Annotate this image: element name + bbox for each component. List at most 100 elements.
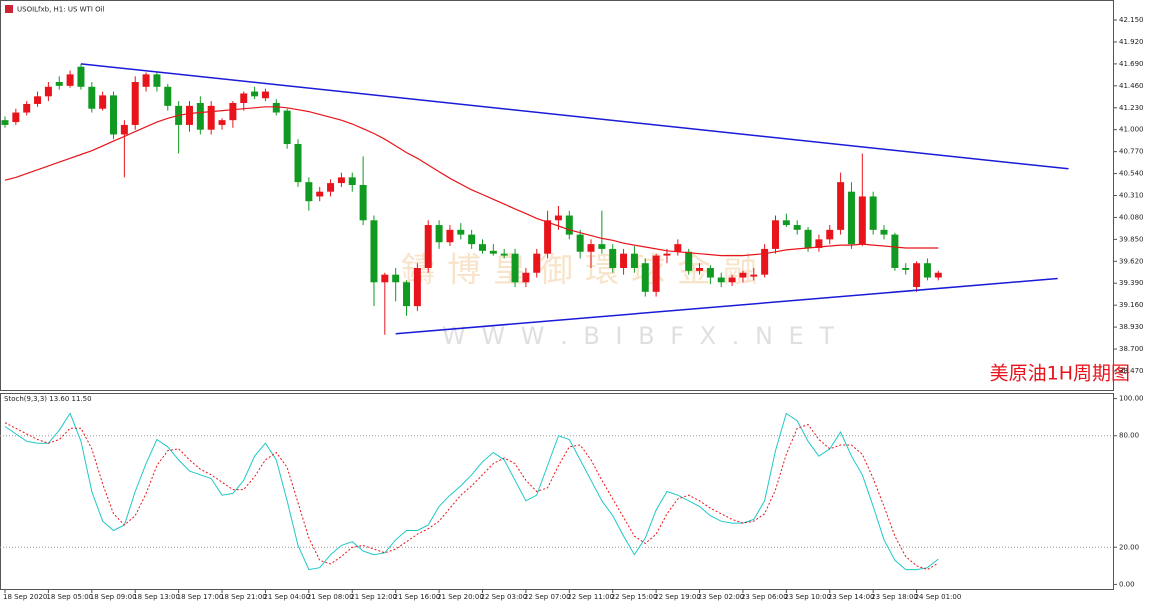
candle-body xyxy=(891,234,899,268)
candle-body xyxy=(489,250,497,254)
candle-body xyxy=(457,229,465,235)
candle-body xyxy=(207,105,215,130)
x-tick-label: 22 Sep 19:00 xyxy=(654,593,701,601)
candle-body xyxy=(934,272,942,278)
y-tick-label: 41.230 xyxy=(1119,104,1144,112)
candle-body xyxy=(34,96,42,104)
x-tick-label: 18 Sep 05:00 xyxy=(46,593,93,601)
candle-body xyxy=(142,74,150,87)
x-tick-label: 21 Sep 04:00 xyxy=(263,593,310,601)
candle-body xyxy=(771,220,779,249)
annotation: 美原油1H周期图 xyxy=(990,363,1130,385)
candle-body xyxy=(229,102,237,121)
y-tick-label: 38.470 xyxy=(1119,367,1144,375)
candle-body xyxy=(544,220,552,254)
x-tick-label: 21 Sep 20:00 xyxy=(437,593,484,601)
candle-body xyxy=(370,220,378,283)
candle-body xyxy=(66,74,74,86)
candle-body xyxy=(99,95,107,109)
moving-average xyxy=(4,106,939,257)
y-tick-label: 20.00 xyxy=(1119,543,1139,551)
candle-body xyxy=(728,277,736,283)
candle-body xyxy=(164,86,172,106)
y-tick-label: 42.150 xyxy=(1119,16,1144,24)
x-tick-label: 22 Sep 07:00 xyxy=(524,593,571,601)
candle-body xyxy=(706,267,714,278)
x-tick-label: 18 Sep 21:00 xyxy=(220,593,267,601)
candle-body xyxy=(131,82,139,125)
candle-body xyxy=(240,93,248,103)
x-tick-label: 21 Sep 16:00 xyxy=(394,593,441,601)
candle-body xyxy=(435,225,443,243)
candle-body xyxy=(598,244,606,249)
x-tick-label: 23 Sep 18:00 xyxy=(871,593,918,601)
candle-body xyxy=(717,277,725,283)
candle-body xyxy=(77,66,85,87)
candle-body xyxy=(554,215,562,221)
y-tick-label: 41.690 xyxy=(1119,60,1144,68)
candle-body xyxy=(272,102,280,113)
candle-body xyxy=(153,74,161,87)
candle-body xyxy=(804,229,812,248)
stoch-title: Stoch(9,3,3) 13.60 11.50 xyxy=(4,395,92,403)
candle-body xyxy=(392,274,400,283)
candle-body xyxy=(413,267,421,307)
candle-body xyxy=(565,215,573,235)
candle-body xyxy=(261,91,269,99)
x-tick-label: 21 Sep 08:00 xyxy=(307,593,354,601)
y-tick-label: 40.540 xyxy=(1119,170,1144,178)
candle-body xyxy=(858,196,866,245)
x-tick-label: 21 Sep 12:00 xyxy=(350,593,397,601)
candle-body xyxy=(348,177,356,186)
candle-body xyxy=(218,120,226,125)
candle-body xyxy=(185,105,193,125)
candle-body xyxy=(750,274,758,277)
candle-body xyxy=(283,110,291,145)
x-tick-label: 24 Sep 01:00 xyxy=(915,593,962,601)
y-tick-label: 100.00 xyxy=(1119,395,1144,403)
candle-body xyxy=(815,239,823,248)
candle-body xyxy=(641,263,649,292)
candle-body xyxy=(1,120,9,125)
y-tick-label: 40.310 xyxy=(1119,192,1144,200)
x-tick-label: 22 Sep 03:00 xyxy=(480,593,527,601)
x-tick-label: 22 Sep 15:00 xyxy=(611,593,658,601)
candle-body xyxy=(663,253,671,256)
candle-body xyxy=(739,272,747,278)
candle-body xyxy=(761,248,769,275)
x-tick-label: 18 Sep 2020 xyxy=(3,593,47,601)
x-tick-label: 18 Sep 13:00 xyxy=(133,593,180,601)
candle-body xyxy=(424,225,432,268)
x-tick-label: 23 Sep 02:00 xyxy=(698,593,745,601)
candle-body xyxy=(826,229,834,240)
candle-body xyxy=(196,102,204,130)
candle-body xyxy=(533,253,541,273)
y-tick-label: 40.080 xyxy=(1119,213,1144,221)
symbol-icon xyxy=(5,5,13,13)
candle-body xyxy=(403,282,411,307)
x-tick-label: 23 Sep 06:00 xyxy=(741,593,788,601)
candle-body xyxy=(620,253,628,268)
candle-body xyxy=(685,251,693,271)
y-tick-label: 39.160 xyxy=(1119,301,1144,309)
trend-line xyxy=(80,63,1069,170)
candle-body xyxy=(44,86,52,97)
candle-body xyxy=(120,124,128,135)
candle-body xyxy=(837,182,845,230)
stoch-line xyxy=(4,412,939,571)
candle-body xyxy=(337,177,345,184)
x-tick-label: 23 Sep 14:00 xyxy=(828,593,875,601)
candle-body xyxy=(902,267,910,270)
y-tick-label: 38.930 xyxy=(1119,323,1144,331)
candle-body xyxy=(305,182,313,202)
candle-body xyxy=(468,234,476,245)
y-tick-label: 41.000 xyxy=(1119,126,1144,134)
candle-body xyxy=(327,183,335,192)
x-tick-label: 18 Sep 09:00 xyxy=(90,593,137,601)
candle-body xyxy=(609,248,617,268)
y-tick-label: 40.770 xyxy=(1119,148,1144,156)
candle-body xyxy=(88,86,96,109)
candle-body xyxy=(446,229,454,243)
